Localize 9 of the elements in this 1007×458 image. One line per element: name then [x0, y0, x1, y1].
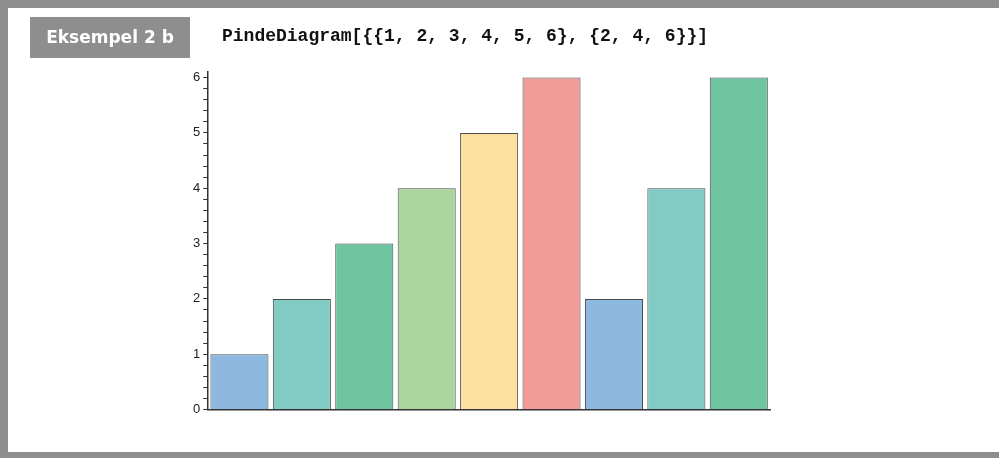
text: Eksempel 2 b: [30, 17, 190, 58]
y-tick-label: 0: [193, 401, 201, 417]
chart-title: PindeDiagram[{{1, 2, 3, 4, 5, 6}, {2, 4, 6}}]: [222, 26, 709, 46]
y-tick-label: 4: [193, 179, 201, 195]
y-tick-label: 1: [193, 345, 201, 361]
y-tick-label: 3: [193, 235, 201, 251]
y-tick-label: 5: [193, 124, 201, 140]
y-tick-label: 6: [193, 69, 201, 85]
y-tick-label: 2: [193, 290, 201, 306]
